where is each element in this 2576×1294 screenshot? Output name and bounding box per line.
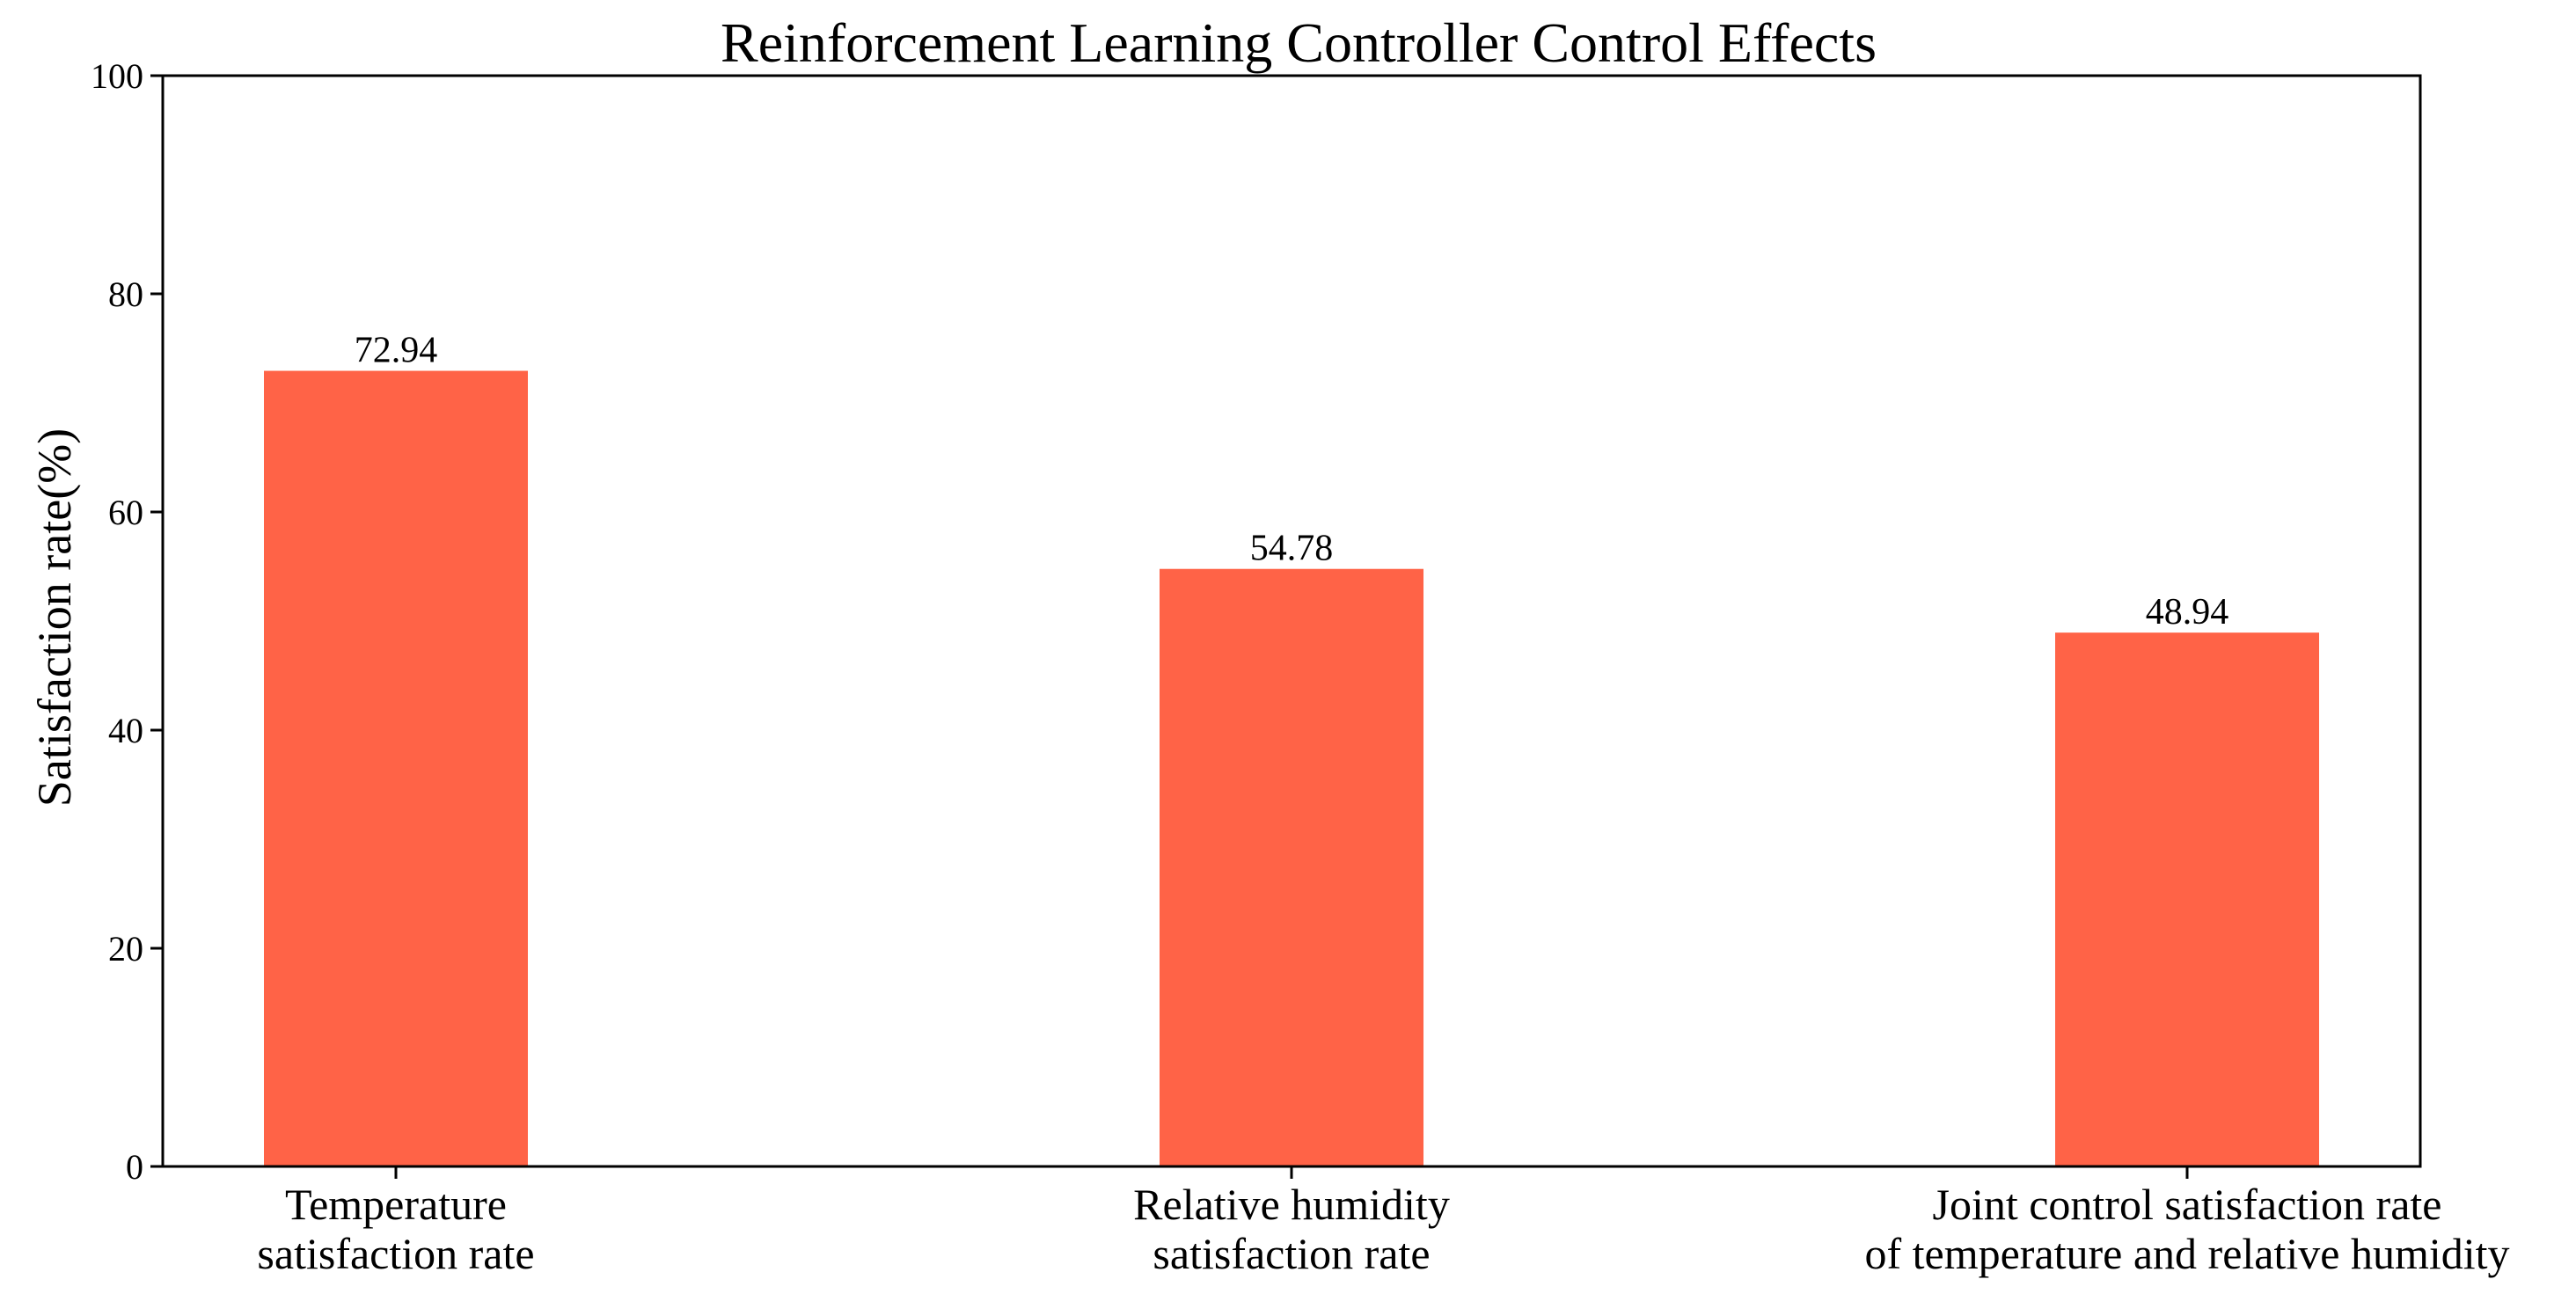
- y-tick-label-60: 60: [108, 493, 143, 532]
- y-tick-label-80: 80: [108, 274, 143, 314]
- y-axis-label: Satisfaction rate(%): [28, 428, 81, 807]
- bar-3: [2055, 632, 2319, 1166]
- x-category-label-3-line-1: Joint control satisfaction rate: [1932, 1180, 2441, 1229]
- chart-title: Reinforcement Learning Controller Contro…: [721, 11, 1877, 74]
- x-category-label-2-line-1: Relative humidity: [1133, 1180, 1450, 1229]
- y-tick-label-20: 20: [108, 929, 143, 969]
- bar-2: [1160, 568, 1423, 1166]
- y-tick-label-0: 0: [126, 1147, 143, 1187]
- x-category-label-3-line-2: of temperature and relative humidity: [1864, 1229, 2509, 1278]
- bars-group: [264, 370, 2319, 1166]
- x-category-label-1-line-1: Temperature: [285, 1180, 507, 1229]
- y-axis-ticks: 0 20 40 60 80 100: [91, 56, 163, 1187]
- data-labels-group: 72.94 54.78 48.94: [355, 331, 2229, 633]
- bar-value-label-1: 72.94: [355, 331, 438, 371]
- y-tick-label-40: 40: [108, 711, 143, 750]
- y-tick-label-100: 100: [91, 56, 143, 96]
- x-category-label-2-line-2: satisfaction rate: [1153, 1229, 1430, 1278]
- bar-value-label-3: 48.94: [2146, 592, 2229, 632]
- bar-value-label-2: 54.78: [1250, 529, 1334, 569]
- x-category-label-1-line-2: satisfaction rate: [257, 1229, 534, 1278]
- bar-1: [264, 370, 528, 1166]
